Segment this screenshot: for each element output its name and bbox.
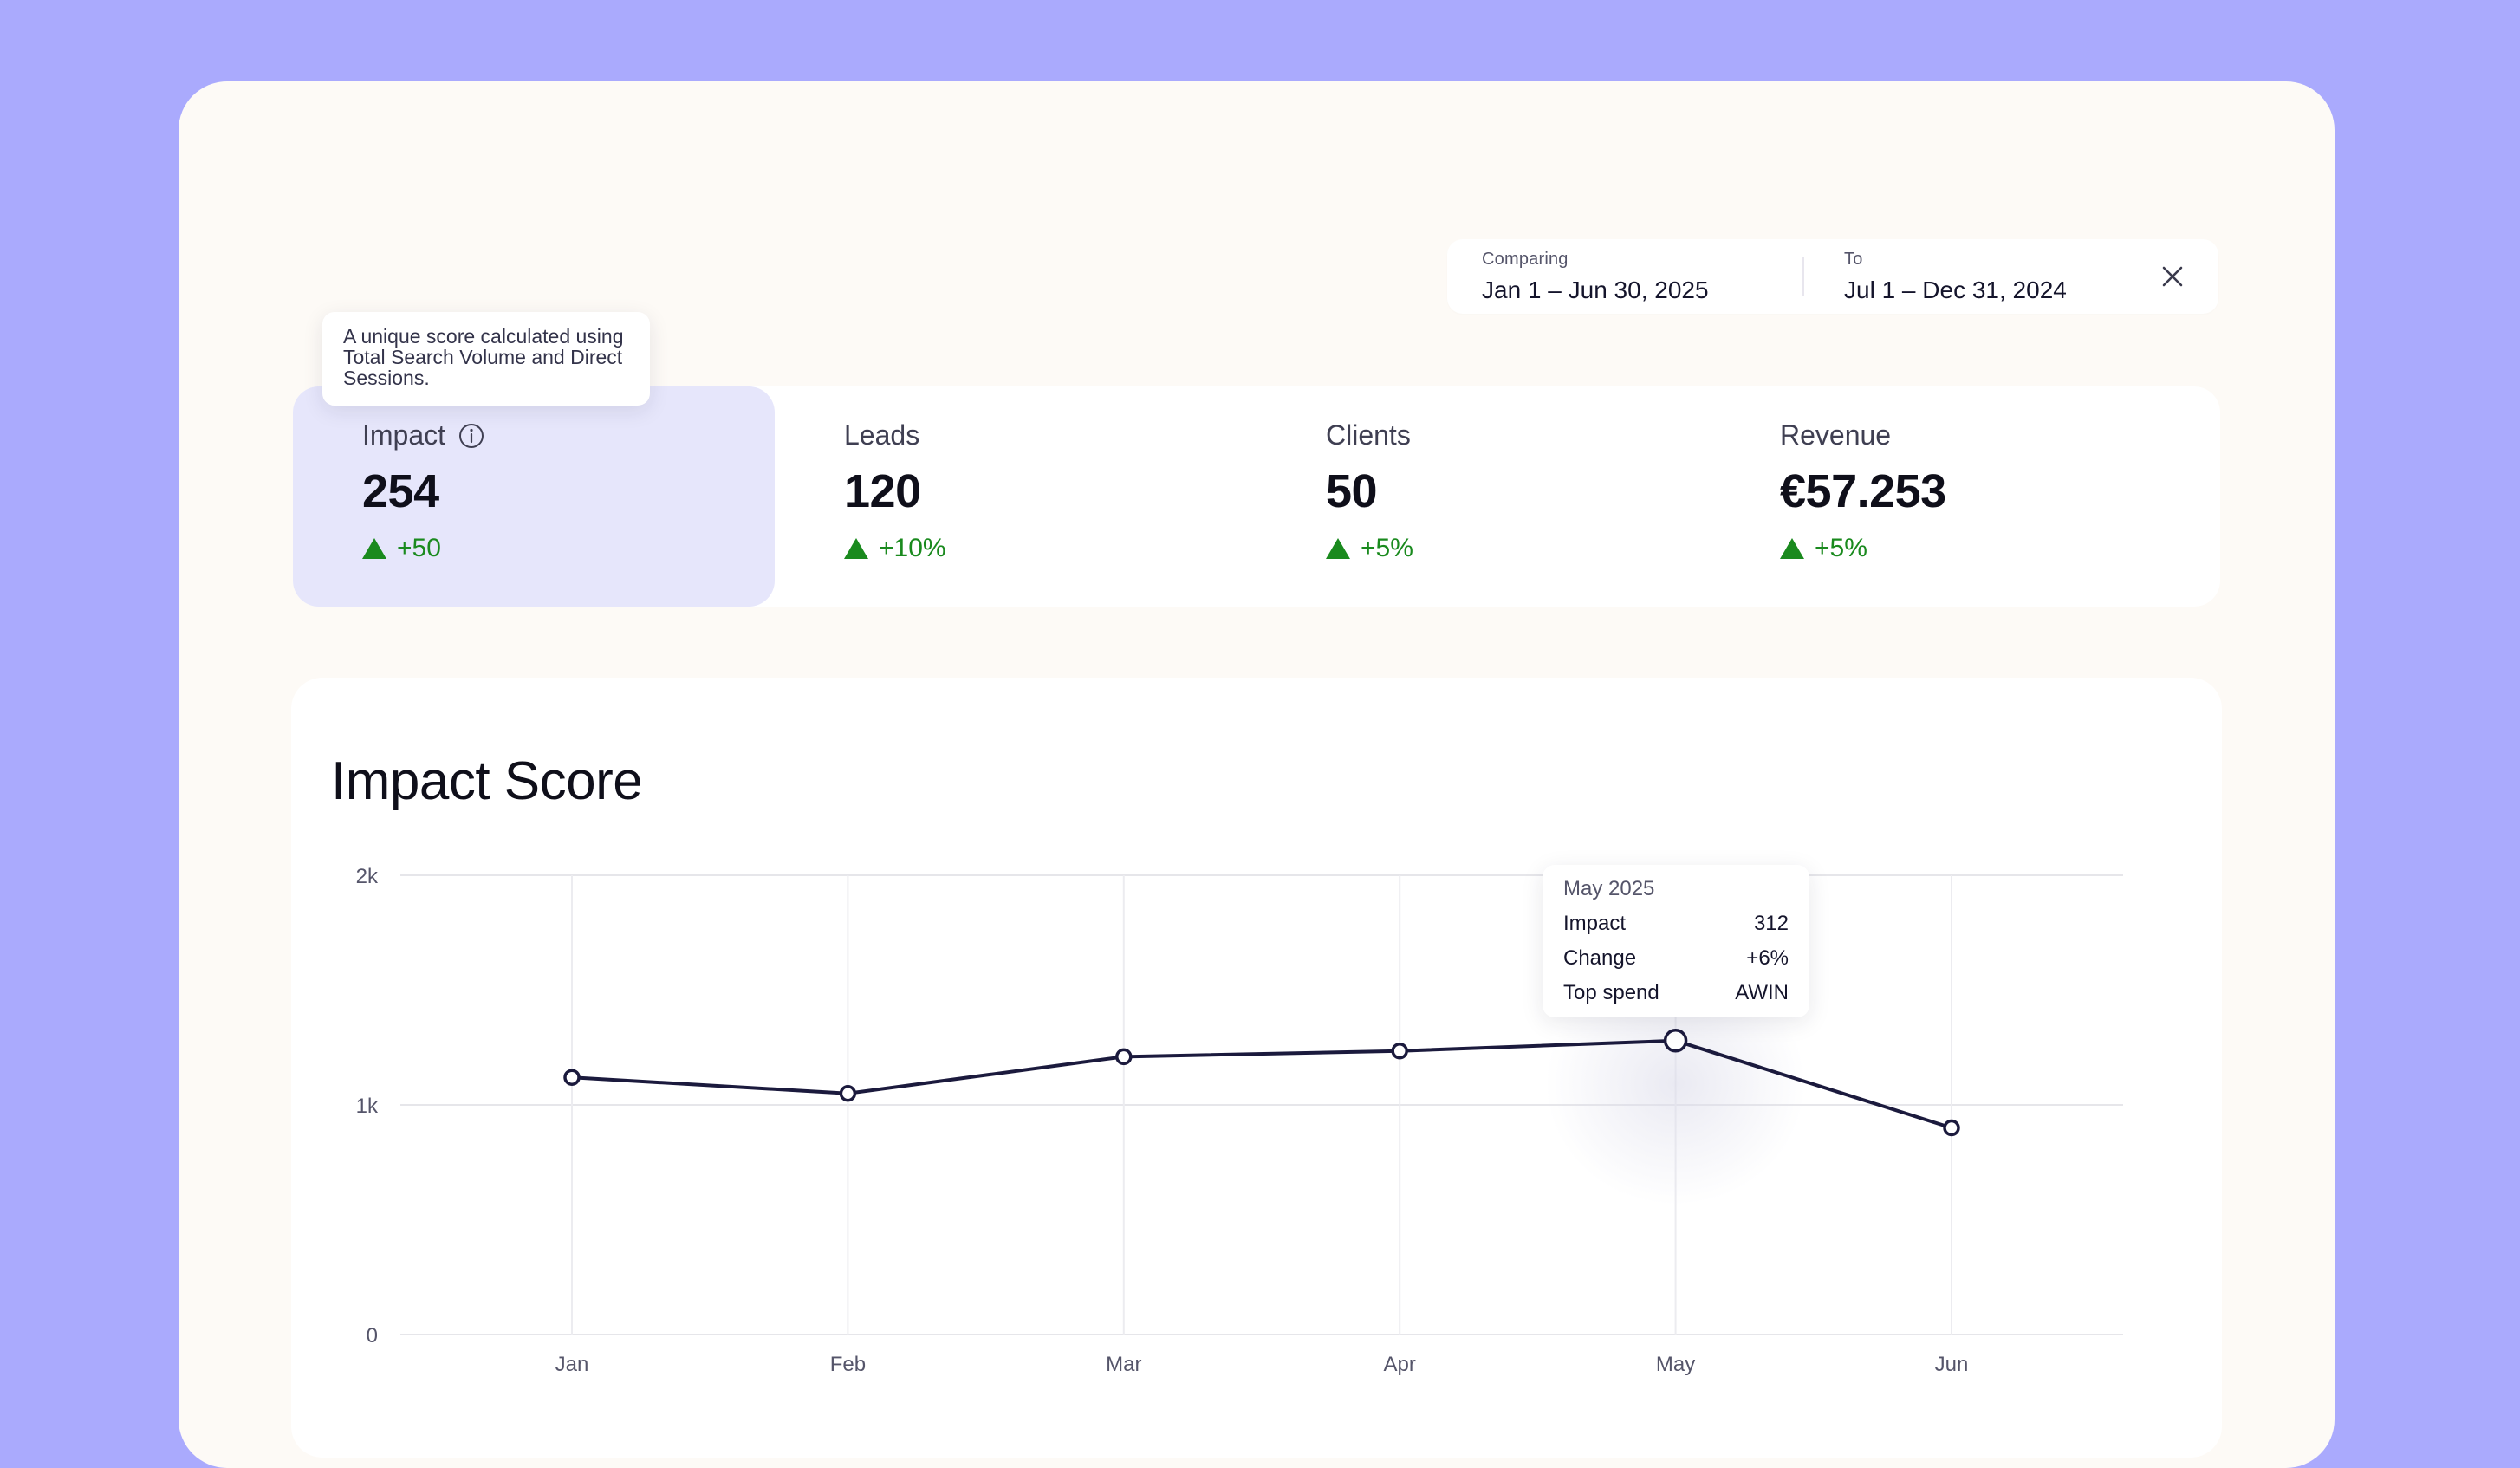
up-arrow-icon <box>362 538 386 559</box>
tooltip-row-value: AWIN <box>1735 981 1789 1004</box>
metric-label-leads: Leads <box>844 419 920 451</box>
metric-label-revenue: Revenue <box>1780 419 1892 451</box>
metric-change-impact-text: +50 <box>397 534 441 562</box>
tooltip-row-change: Change +6% <box>1563 946 1789 971</box>
impact-info-tooltip: A unique score calculated using Total Se… <box>322 312 650 406</box>
x-tick-label: Feb <box>830 1353 866 1376</box>
metric-card-impact[interactable]: Impact 254 +50 <box>293 386 775 607</box>
impact-score-card: Impact Score 0 1k 2k Jan Feb Mar Apr May Jun May… <box>291 678 2222 1458</box>
metric-value-leads: 120 <box>844 465 921 517</box>
metric-value-revenue: €57.253 <box>1780 465 1946 517</box>
to-value: Jul 1 – Dec 31, 2024 <box>1844 276 2067 303</box>
data-point[interactable] <box>1115 1048 1133 1066</box>
comparing-label: Comparing <box>1482 250 1569 269</box>
info-icon[interactable] <box>458 422 485 450</box>
data-point[interactable] <box>563 1069 581 1086</box>
metric-change-revenue-text: +5% <box>1815 534 1867 562</box>
metric-change-leads: +10% <box>844 534 946 563</box>
metric-change-clients: +5% <box>1326 534 1413 563</box>
y-tick-label: 0 <box>367 1324 378 1348</box>
x-tick-label: Mar <box>1106 1353 1141 1376</box>
impact-line-chart: 0 1k 2k Jan Feb Mar Apr May Jun <box>356 865 2123 1376</box>
tooltip-row-label: Change <box>1563 946 1637 970</box>
metric-label-impact-wrap: Impact <box>362 419 485 451</box>
date-comparison-bar[interactable]: Comparing Jan 1 – Jun 30, 2025 To Jul 1 … <box>1447 239 2218 314</box>
x-tick-label: May <box>1656 1353 1695 1376</box>
metric-label-clients: Clients <box>1326 419 1411 451</box>
date-divider <box>1802 257 1804 296</box>
y-tick-label: 1k <box>356 1095 379 1118</box>
close-comparison-button[interactable] <box>2154 258 2191 295</box>
up-arrow-icon <box>1326 538 1350 559</box>
metric-value-impact: 254 <box>362 465 439 517</box>
data-point[interactable] <box>839 1085 857 1102</box>
chart-title: Impact Score <box>331 751 643 811</box>
data-point[interactable] <box>1663 1029 1688 1053</box>
metric-change-impact: +50 <box>362 534 441 563</box>
x-tick-label: Apr <box>1384 1353 1416 1376</box>
y-tick-label: 2k <box>356 865 379 888</box>
to-label: To <box>1844 250 1863 269</box>
series-line <box>571 1038 1952 1130</box>
tooltip-row-value: 312 <box>1753 912 1789 935</box>
comparing-date-range[interactable]: Comparing Jan 1 – Jun 30, 2025 <box>1482 250 1709 304</box>
tooltip-row-label: Impact <box>1563 912 1627 935</box>
metric-card-clients[interactable]: Clients 50 +5% <box>1326 386 1759 607</box>
close-icon <box>2162 266 2183 287</box>
highlight-glow <box>1545 962 1806 1205</box>
x-tick-label: Jan <box>555 1353 589 1376</box>
metric-change-revenue: +5% <box>1780 534 1867 563</box>
metric-label-impact: Impact <box>362 419 446 451</box>
metric-change-clients-text: +5% <box>1361 534 1413 562</box>
metric-change-leads-text: +10% <box>879 534 946 562</box>
comparing-value: Jan 1 – Jun 30, 2025 <box>1482 276 1709 303</box>
metric-value-clients: 50 <box>1326 465 1378 517</box>
tooltip-row-top-spend: Top spend AWIN <box>1563 981 1789 1005</box>
data-point[interactable] <box>1943 1119 1960 1137</box>
metric-card-leads[interactable]: Leads 120 +10% <box>844 386 1295 607</box>
chart-point-tooltip: May 2025 Impact 312 Change +6% Top spend… <box>1543 865 1809 1017</box>
up-arrow-icon <box>1780 538 1804 559</box>
tooltip-row-value: +6% <box>1746 946 1789 970</box>
to-date-range[interactable]: To Jul 1 – Dec 31, 2024 <box>1844 250 2067 304</box>
data-point[interactable] <box>1391 1042 1408 1060</box>
tooltip-title: May 2025 <box>1563 877 1655 900</box>
metrics-row: Impact 254 +50 Leads 120 +10% Clients 50… <box>293 386 2220 607</box>
metric-card-revenue[interactable]: Revenue €57.253 +5% <box>1780 386 2196 607</box>
up-arrow-icon <box>844 538 868 559</box>
x-tick-label: Jun <box>1935 1353 1969 1376</box>
tooltip-row-label: Top spend <box>1563 981 1659 1004</box>
tooltip-row-impact: Impact 312 <box>1563 912 1789 936</box>
